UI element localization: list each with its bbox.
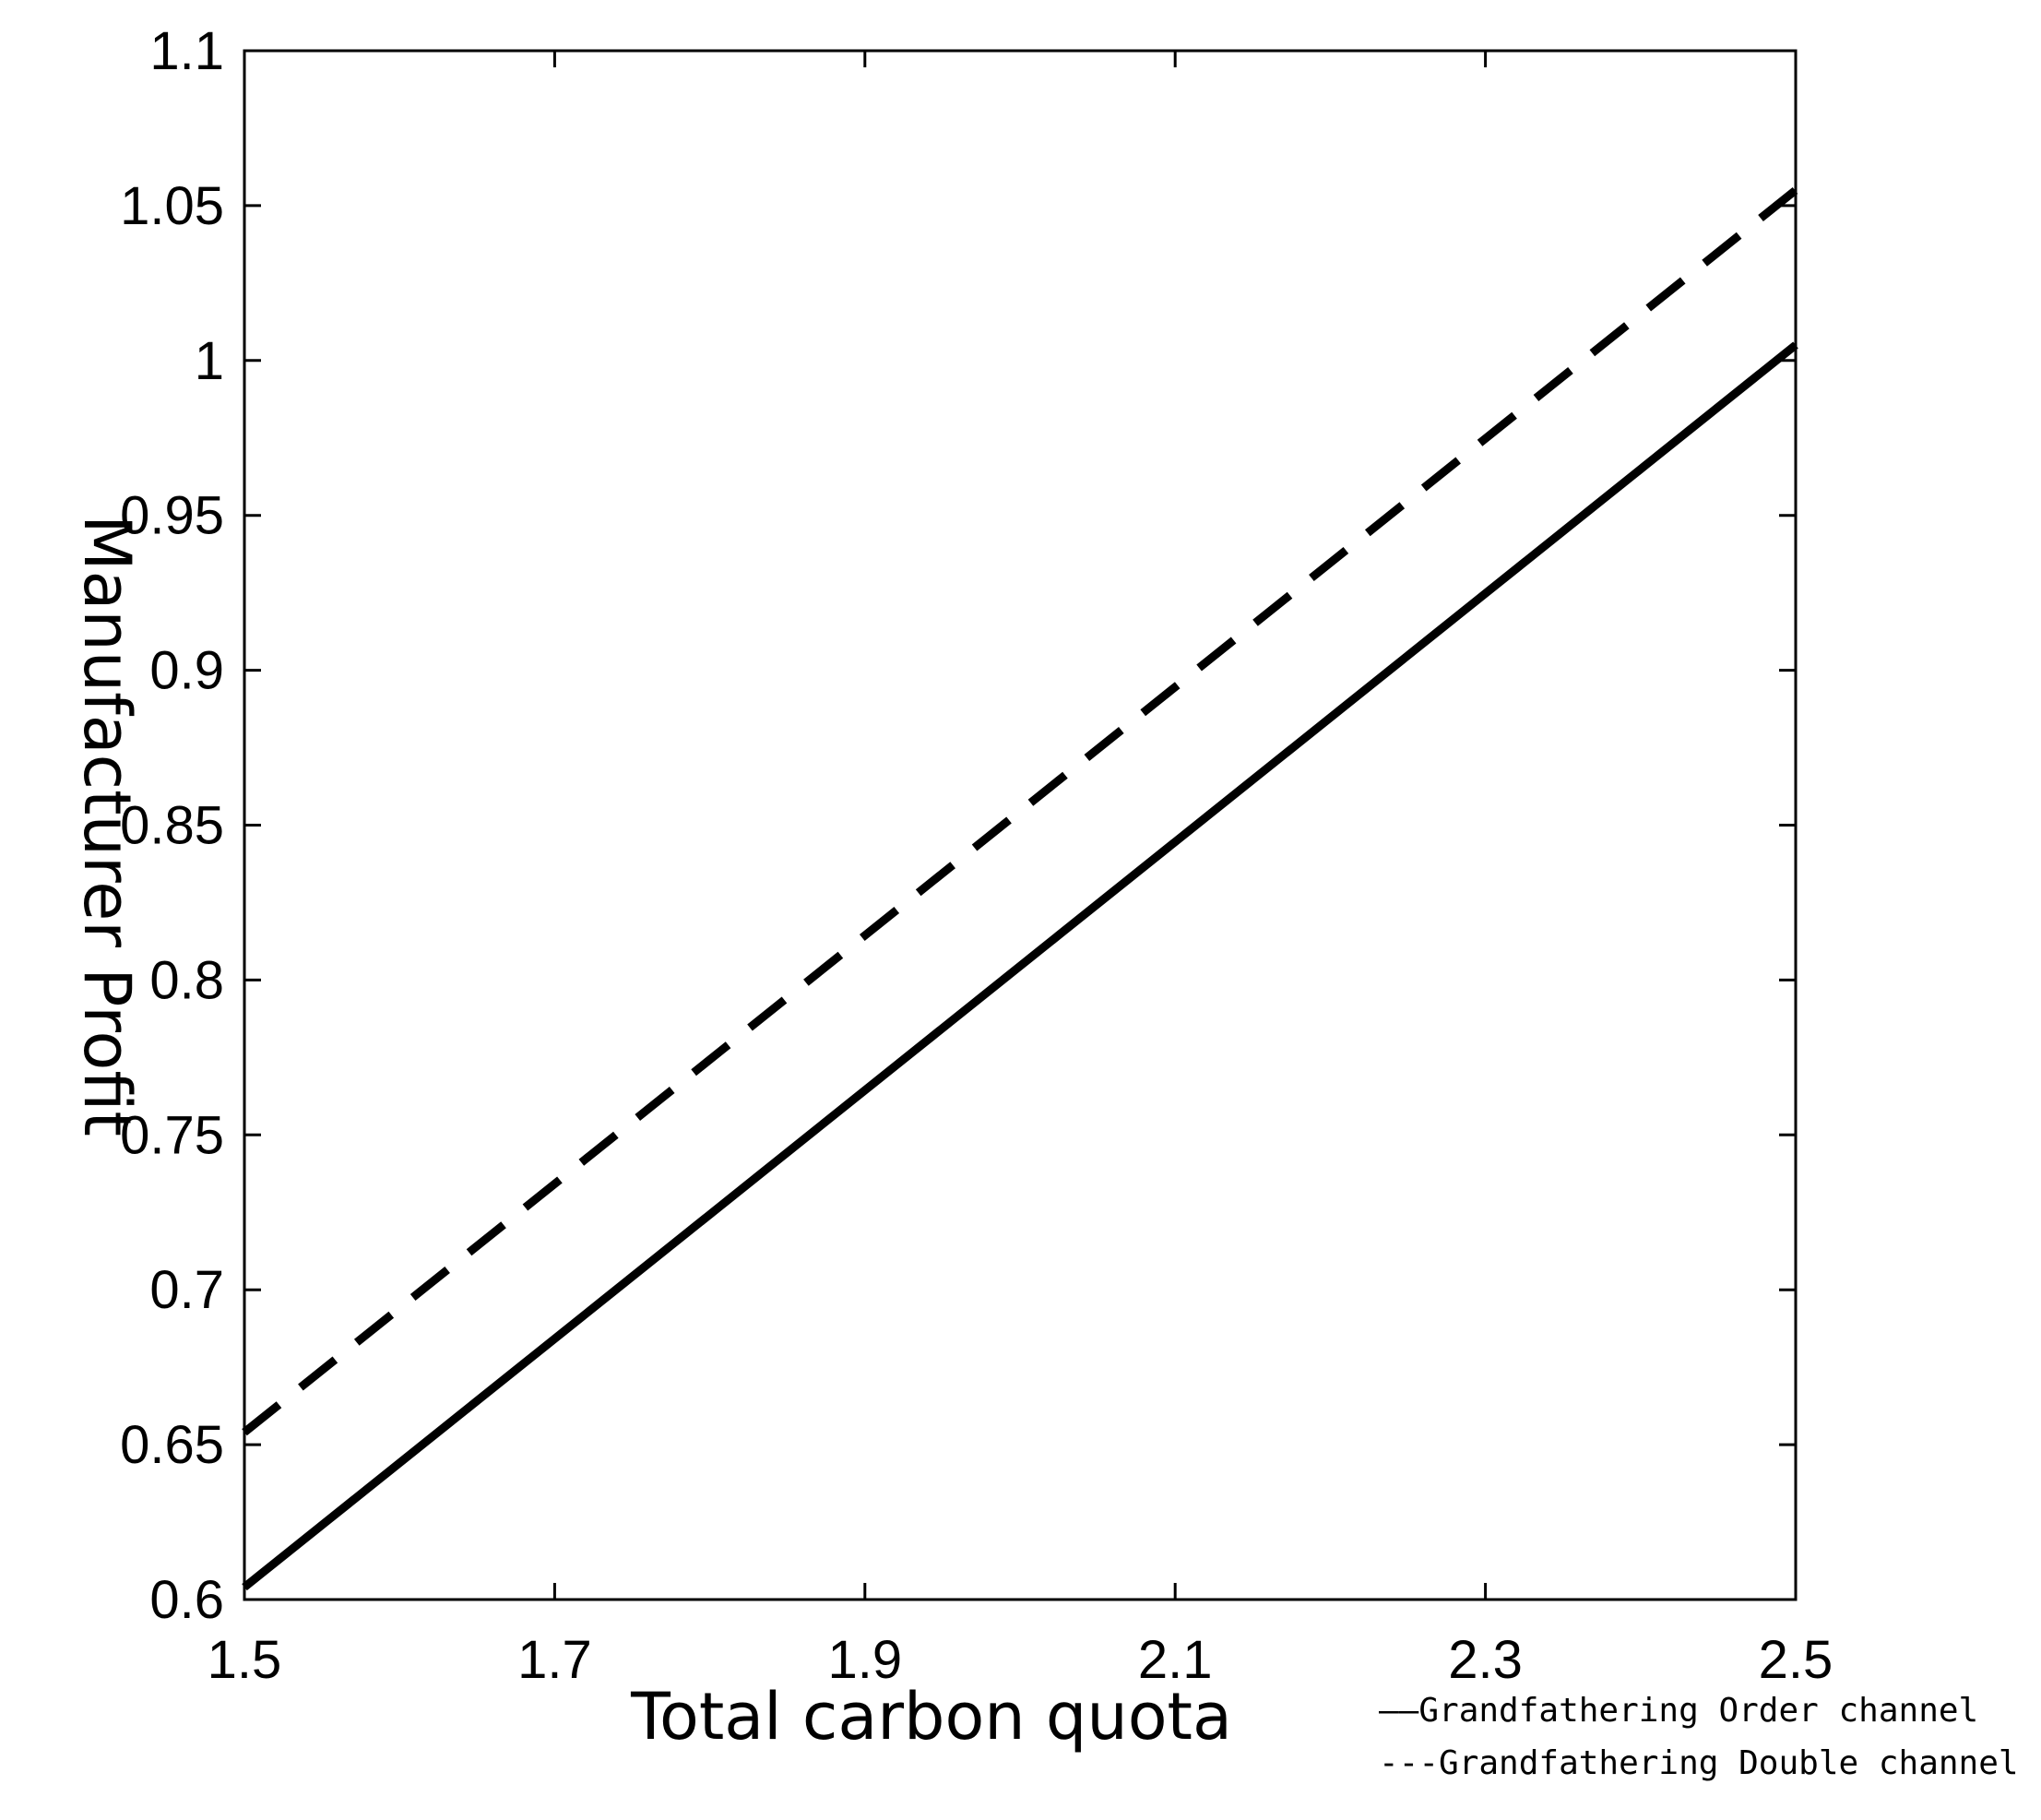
axis-tick-labels: 1.5 1.7 1.9 2.1 2.3 2.5 0.6 0.65 0.7 0.75 0.8 0.85 0… bbox=[120, 21, 1833, 1690]
y-tick-label: 1.05 bbox=[120, 176, 224, 236]
x-tick-label: 1.9 bbox=[827, 1630, 902, 1690]
series-line-0 bbox=[242, 341, 1798, 1591]
series-line-1 bbox=[242, 186, 1798, 1436]
x-axis-title: Total carbon quota bbox=[630, 1679, 1232, 1755]
y-tick-label: 0.7 bbox=[149, 1260, 224, 1320]
y-tick-label: 1.1 bbox=[149, 21, 224, 81]
y-tick-label: 0.8 bbox=[149, 950, 224, 1010]
x-tick-label: 2.1 bbox=[1138, 1630, 1213, 1690]
y-tick-label: 1 bbox=[195, 331, 224, 391]
x-tick-label: 2.5 bbox=[1759, 1630, 1833, 1690]
y-tick-label: 0.65 bbox=[120, 1415, 224, 1475]
y-tick-label: 0.95 bbox=[120, 486, 224, 546]
axis-ticks bbox=[243, 49, 1798, 1601]
x-tick-label: 1.7 bbox=[517, 1630, 592, 1690]
x-tick-label: 2.3 bbox=[1448, 1630, 1523, 1690]
legend: ——Grandfathering Order channel ---Grandf… bbox=[1379, 1692, 2019, 1782]
legend-entry-order-channel: ——Grandfathering Order channel bbox=[1379, 1692, 1978, 1730]
y-axis-title: Manufacturer Profit bbox=[69, 515, 145, 1136]
y-tick-label: 0.85 bbox=[120, 796, 224, 856]
x-tick-label: 1.5 bbox=[208, 1630, 282, 1690]
series-lines bbox=[242, 186, 1798, 1591]
y-tick-label: 0.9 bbox=[149, 641, 224, 701]
y-tick-label: 0.6 bbox=[149, 1570, 224, 1630]
plot-frame bbox=[243, 49, 1798, 1601]
y-tick-label: 0.75 bbox=[120, 1105, 224, 1165]
legend-entry-double-channel: ---Grandfathering Double channel bbox=[1379, 1744, 2019, 1782]
